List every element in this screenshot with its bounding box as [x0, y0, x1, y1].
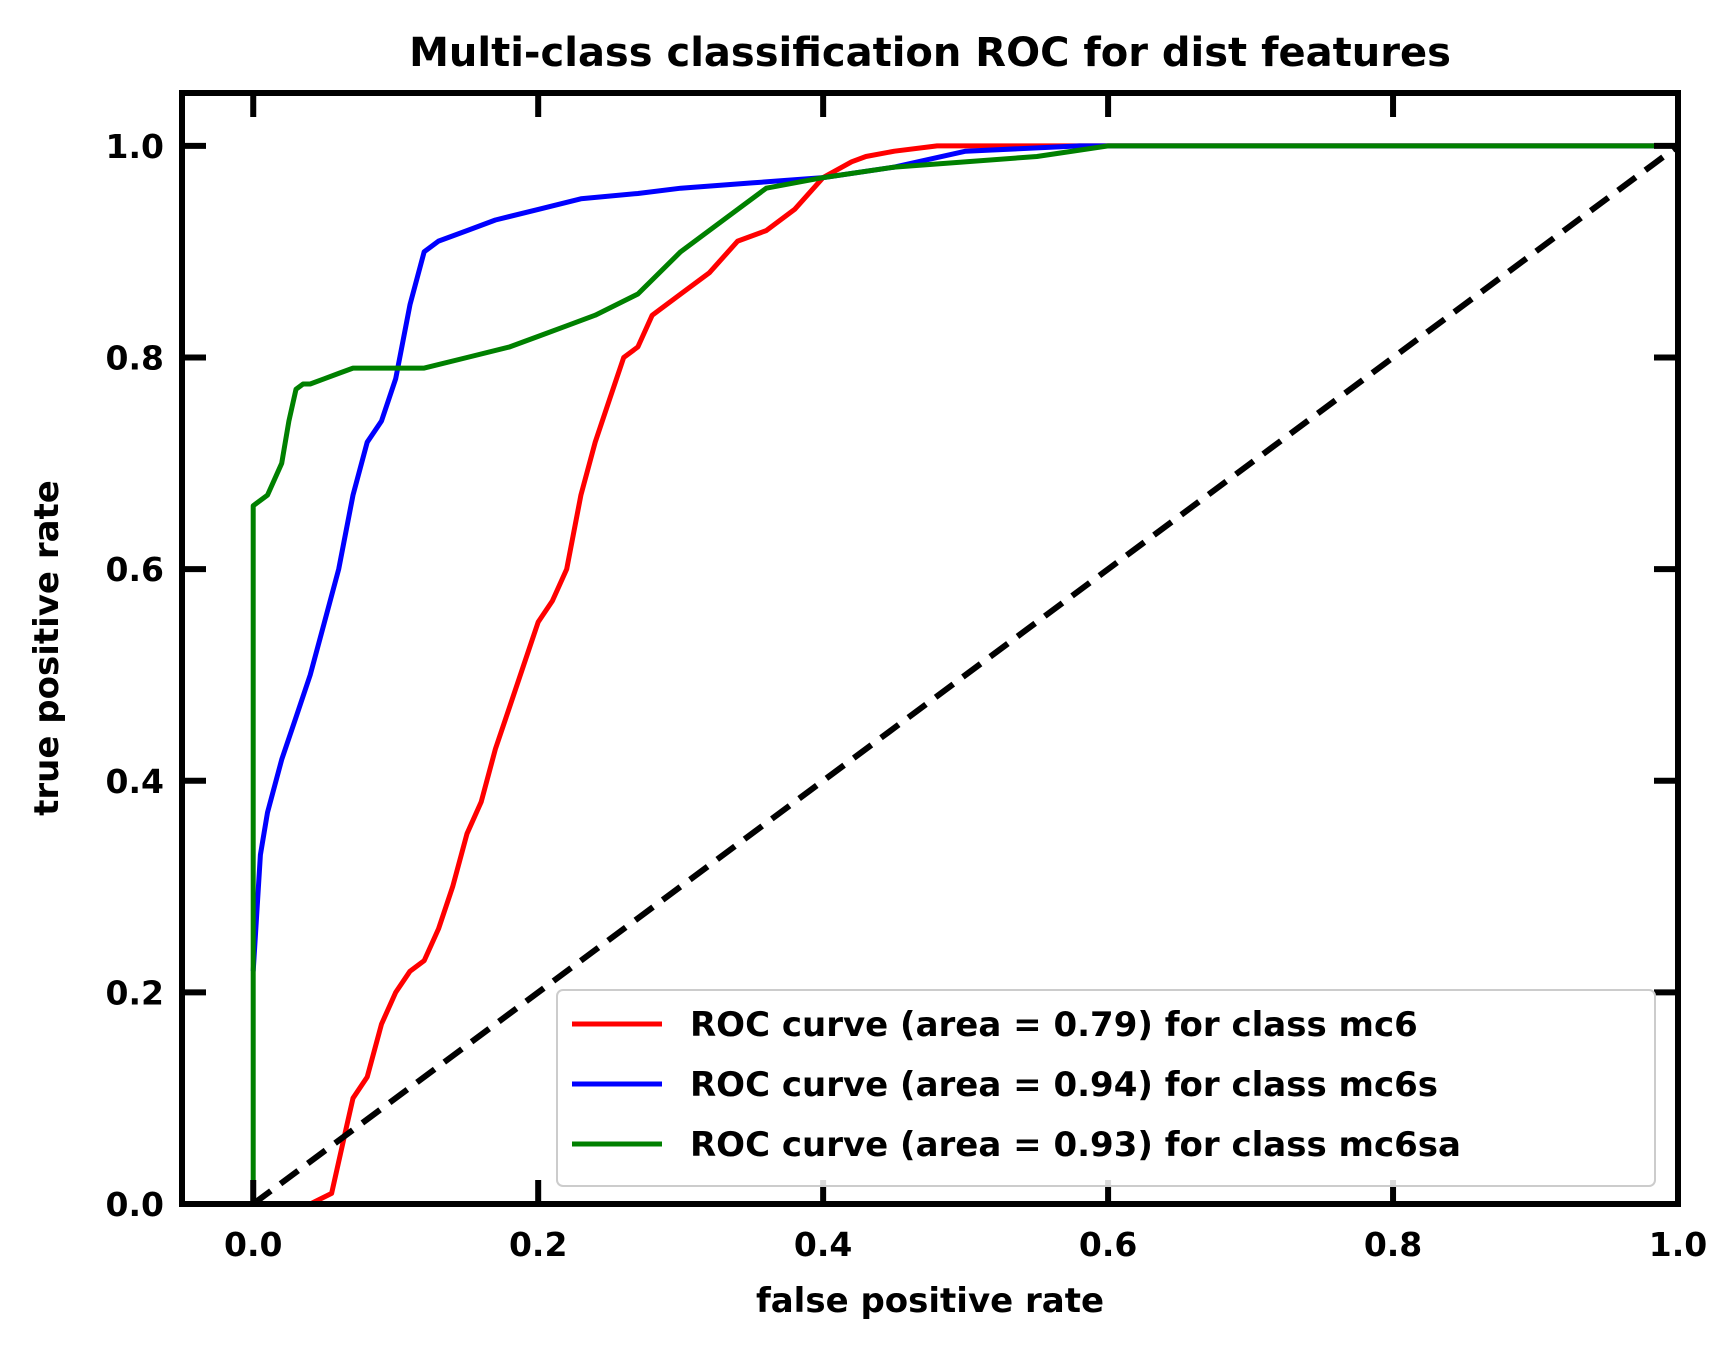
series-line-1 [250, 143, 1678, 972]
diagonal-reference-line [251, 143, 1678, 1204]
x-axis-label: false positive rate [756, 1281, 1104, 1321]
x-tick-label: 0.8 [1364, 1225, 1422, 1264]
x-tick-label: 0.2 [509, 1225, 567, 1264]
series-line-2 [250, 143, 1678, 1204]
chart-title: Multi-class classification ROC for dist … [409, 30, 1451, 76]
series-layer [250, 143, 1678, 1204]
ticks-layer: 0.0 0.2 0.4 0.6 0.8 1.0 0.0 0.2 0.4 0.6 0.8 1.0 [106, 93, 1707, 1264]
y-tick-label: 0.8 [106, 339, 164, 378]
x-tick-label: 0.4 [794, 1225, 852, 1264]
x-tick-label: 0.6 [1079, 1225, 1137, 1264]
legend-label: ROC curve (area = 0.94) for class mc6s [690, 1065, 1438, 1105]
y-tick-label: 0.2 [106, 973, 164, 1012]
legend-box [556, 989, 1656, 1187]
y-tick-label: 1.0 [106, 127, 164, 166]
y-tick-label: 0.0 [106, 1185, 164, 1224]
legend-label: ROC curve (area = 0.93) for class mc6sa [690, 1125, 1461, 1165]
series-line-0 [253, 143, 1678, 1204]
plot-frame [179, 90, 1681, 1207]
y-axis-label: true positive rate [27, 480, 67, 816]
legend-label: ROC curve (area = 0.79) for class mc6 [690, 1005, 1418, 1045]
x-tick-label: 0.0 [224, 1225, 282, 1264]
y-tick-label: 0.4 [106, 762, 164, 801]
x-tick-label: 1.0 [1649, 1225, 1707, 1264]
legend: ROC curve (area = 0.79) for class mc6 ROC… [556, 989, 1656, 1187]
y-tick-label: 0.6 [106, 550, 164, 589]
